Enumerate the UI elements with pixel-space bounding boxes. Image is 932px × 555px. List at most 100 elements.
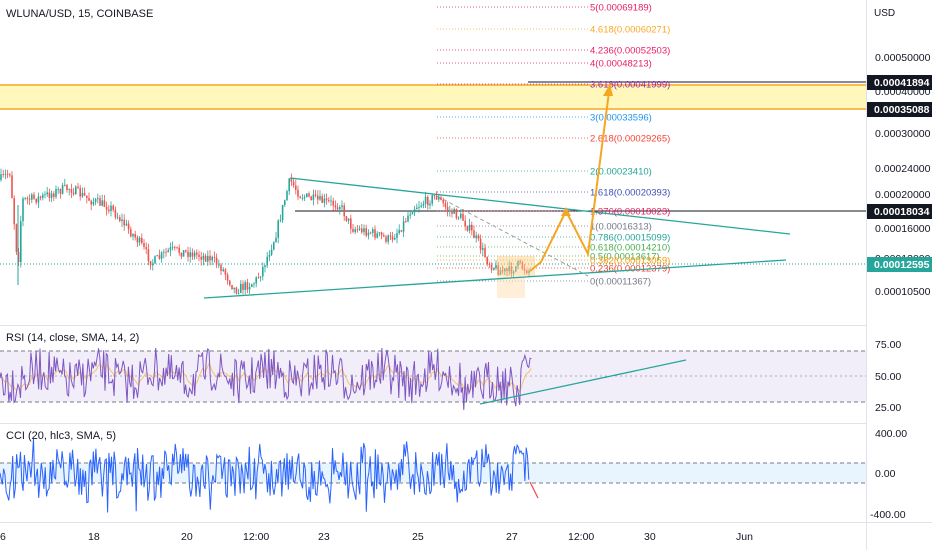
fib-level-label: 0(0.00011367) bbox=[590, 277, 651, 288]
rsi-title[interactable]: RSI (14, close, SMA, 14, 2) bbox=[6, 332, 139, 344]
price-tick: 0.00020000 bbox=[875, 189, 931, 201]
candle-body bbox=[297, 189, 299, 197]
candle-body bbox=[171, 246, 174, 248]
candle-body bbox=[114, 209, 117, 218]
candle-body bbox=[167, 250, 169, 253]
candle-body bbox=[187, 251, 189, 257]
candle-body bbox=[191, 252, 194, 257]
candle-body bbox=[24, 197, 26, 199]
candle-body bbox=[270, 249, 273, 255]
candle-body bbox=[350, 218, 352, 229]
candle-body bbox=[352, 228, 354, 232]
candle-body bbox=[130, 229, 132, 237]
candle-body bbox=[394, 238, 396, 240]
candle-body bbox=[231, 284, 233, 290]
time-tick: 6 bbox=[0, 531, 6, 543]
candle-body bbox=[53, 193, 55, 197]
highlight-box[interactable] bbox=[497, 256, 535, 276]
price-marker-box bbox=[867, 204, 932, 219]
candle-body bbox=[508, 266, 510, 272]
candle-body bbox=[427, 196, 429, 206]
rsi-line[interactable] bbox=[0, 347, 532, 411]
candle-body bbox=[389, 235, 392, 237]
candle-body bbox=[328, 199, 330, 201]
projection-arrowhead bbox=[603, 84, 613, 96]
candle-body bbox=[486, 257, 488, 265]
candle-body bbox=[435, 196, 438, 200]
candle-body bbox=[517, 260, 519, 267]
candle-body bbox=[0, 174, 2, 180]
candle-body bbox=[77, 186, 79, 188]
rsi-trendline[interactable] bbox=[479, 359, 687, 405]
candle-body bbox=[66, 184, 68, 190]
highlight-box-lower[interactable] bbox=[497, 276, 525, 298]
candle-body bbox=[317, 195, 319, 200]
candle-body bbox=[20, 221, 22, 263]
candle-body bbox=[253, 283, 255, 285]
candle-body bbox=[499, 270, 502, 275]
fib-level-label: 1.618(0.00020393) bbox=[590, 188, 670, 199]
candle-body bbox=[334, 205, 337, 208]
candle-body bbox=[451, 210, 453, 214]
candle-body bbox=[4, 173, 7, 175]
candle-body bbox=[35, 198, 37, 203]
candle-body bbox=[226, 274, 229, 281]
candle-body bbox=[235, 287, 238, 294]
candle-body bbox=[163, 251, 165, 253]
time-tick: 23 bbox=[318, 531, 330, 543]
rsi-tick: 25.00 bbox=[875, 402, 901, 414]
time-tick: 18 bbox=[88, 531, 100, 543]
candle-body bbox=[48, 192, 51, 198]
candle-body bbox=[484, 248, 486, 258]
candle-body bbox=[200, 256, 202, 260]
candle-body bbox=[138, 237, 141, 243]
candle-body bbox=[132, 234, 134, 237]
candle-body bbox=[229, 280, 231, 285]
lower-trendline[interactable] bbox=[203, 259, 787, 299]
candle-body bbox=[202, 255, 205, 260]
candle-body bbox=[204, 255, 207, 262]
candle-body bbox=[471, 224, 473, 231]
candle-body bbox=[440, 197, 442, 201]
price-axis[interactable]: 0.00050000 0.00040000 0.00030000 0.00024… bbox=[867, 52, 932, 298]
cci-line[interactable] bbox=[0, 438, 530, 513]
candle-body bbox=[374, 229, 376, 238]
candle-body bbox=[136, 237, 139, 243]
candle-body bbox=[2, 174, 4, 176]
candle-body bbox=[31, 194, 33, 200]
candle-body bbox=[211, 256, 213, 261]
candle-body bbox=[506, 268, 508, 272]
candle-body bbox=[198, 254, 200, 257]
candle-body bbox=[72, 192, 75, 195]
candle-body bbox=[79, 187, 81, 197]
price-tick: 0.00016000 bbox=[875, 223, 931, 235]
candle-body bbox=[290, 178, 293, 182]
upper-trendline[interactable] bbox=[289, 177, 791, 235]
candle-body bbox=[475, 235, 477, 239]
resistance-zone[interactable] bbox=[0, 85, 866, 109]
candle-body bbox=[396, 233, 398, 239]
candle-body bbox=[460, 213, 462, 218]
cci-title[interactable]: CCI (20, hlc3, SMA, 5) bbox=[6, 430, 116, 442]
price-marker-18034: 0.00018034 bbox=[874, 206, 930, 218]
candle-body bbox=[147, 249, 150, 262]
candle-body bbox=[464, 220, 466, 227]
time-axis[interactable]: 6 18 20 12:00 23 25 27 12:00 30 Jun bbox=[0, 531, 753, 543]
candle-body bbox=[26, 197, 29, 199]
projection-peak-mark bbox=[561, 207, 571, 216]
candle-body bbox=[462, 213, 464, 221]
candle-body bbox=[174, 246, 176, 248]
candlestick-series[interactable] bbox=[0, 168, 530, 295]
candle-body bbox=[244, 282, 246, 290]
candle-body bbox=[519, 260, 521, 263]
fib-extension[interactable]: 5(0.00069189) 4.618(0.00060271) 4.236(0.00… bbox=[437, 3, 670, 288]
candle-body bbox=[158, 255, 161, 259]
candle-body bbox=[528, 270, 530, 274]
candle-body bbox=[446, 207, 449, 211]
symbol-title: WLUNA/USD, 15, COINBASE bbox=[6, 8, 153, 20]
candle-body bbox=[479, 238, 482, 250]
candle-body bbox=[420, 205, 422, 207]
fib-baseline-dashed[interactable] bbox=[436, 195, 589, 277]
